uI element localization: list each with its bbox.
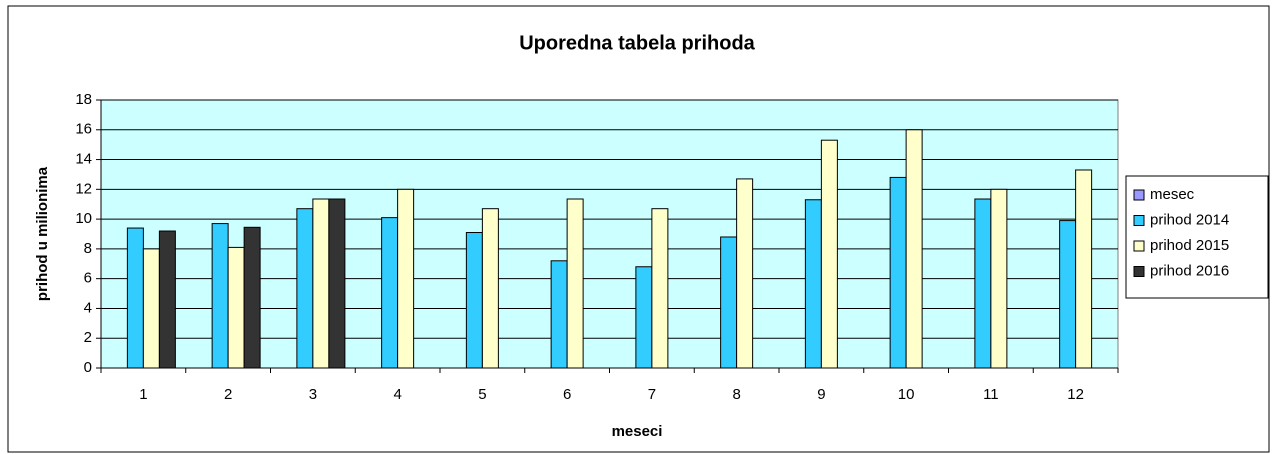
bar bbox=[651, 208, 669, 369]
bar bbox=[142, 248, 160, 369]
x-axis-title: meseci bbox=[612, 423, 663, 440]
bar bbox=[381, 217, 399, 369]
bar bbox=[635, 266, 653, 369]
bar bbox=[328, 198, 346, 369]
bar bbox=[720, 236, 738, 369]
y-axis-title: prihod u milionima bbox=[34, 166, 51, 301]
x-tick-label: 1 bbox=[139, 386, 147, 403]
y-tick-label: 18 bbox=[75, 91, 92, 108]
bar bbox=[974, 198, 992, 369]
legend-label: prihod 2014 bbox=[1150, 211, 1229, 228]
bar bbox=[296, 208, 314, 369]
bar bbox=[804, 199, 822, 369]
y-tick-label: 12 bbox=[75, 180, 92, 197]
legend-label: mesec bbox=[1150, 186, 1195, 203]
bar bbox=[889, 176, 907, 369]
y-tick-label: 2 bbox=[84, 329, 92, 346]
x-tick-label: 8 bbox=[732, 386, 740, 403]
x-tick-label: 3 bbox=[309, 386, 317, 403]
y-tick-label: 0 bbox=[84, 359, 92, 376]
x-tick-label: 11 bbox=[983, 386, 999, 403]
bar bbox=[1075, 169, 1093, 369]
x-tick-label: 6 bbox=[563, 386, 571, 403]
bar bbox=[481, 208, 499, 369]
bar bbox=[126, 227, 144, 369]
y-tick-label: 6 bbox=[84, 270, 92, 287]
y-tick-label: 4 bbox=[84, 299, 92, 316]
legend-box bbox=[1125, 175, 1269, 299]
bar bbox=[211, 223, 229, 369]
bar bbox=[566, 198, 584, 369]
bar bbox=[158, 230, 176, 369]
x-tick-label: 7 bbox=[648, 386, 656, 403]
y-tick-label: 8 bbox=[84, 240, 92, 257]
bar bbox=[312, 198, 330, 369]
y-tick-label: 10 bbox=[75, 210, 92, 227]
legend-swatch bbox=[1133, 266, 1145, 277]
bar bbox=[465, 232, 483, 369]
legend-swatch bbox=[1133, 189, 1145, 201]
y-tick-label: 14 bbox=[75, 151, 92, 168]
bar bbox=[820, 139, 838, 369]
bar bbox=[1059, 220, 1077, 369]
x-tick-label: 2 bbox=[224, 386, 232, 403]
plot-area bbox=[100, 99, 1119, 369]
x-tick-label: 12 bbox=[1067, 386, 1084, 403]
bar bbox=[227, 246, 245, 369]
x-tick-label: 4 bbox=[393, 386, 401, 403]
legend-swatch bbox=[1133, 240, 1145, 252]
bar bbox=[905, 129, 923, 369]
legend-label: prihod 2016 bbox=[1150, 262, 1229, 279]
y-tick-label: 16 bbox=[75, 121, 92, 138]
bar bbox=[736, 178, 754, 369]
legend-swatch bbox=[1133, 215, 1145, 226]
legend-label: prihod 2015 bbox=[1150, 237, 1229, 254]
bar bbox=[550, 260, 568, 369]
x-tick-label: 5 bbox=[478, 386, 486, 403]
x-tick-label: 9 bbox=[817, 386, 825, 403]
bar bbox=[397, 188, 415, 369]
bar bbox=[990, 188, 1008, 369]
bar bbox=[243, 226, 261, 369]
x-tick-label: 10 bbox=[898, 386, 915, 403]
chart-title: Uporedna tabela prihoda bbox=[519, 32, 755, 54]
